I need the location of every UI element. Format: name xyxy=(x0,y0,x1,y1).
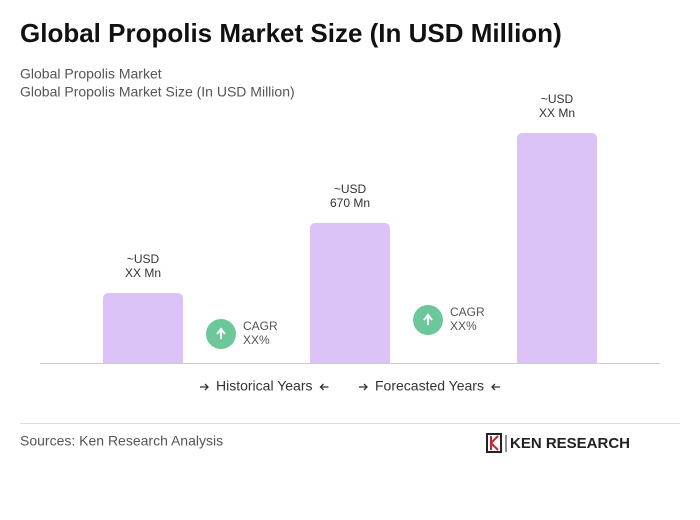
cagr-value: XX% xyxy=(450,319,477,333)
value-label: ~USD xyxy=(541,92,574,106)
subtitle: Global Propolis Market xyxy=(20,66,162,82)
cagr-value: XX% xyxy=(243,333,270,347)
cagr-arrow xyxy=(423,313,433,325)
subtitle: Global Propolis Market Size (In USD Mill… xyxy=(20,84,295,100)
logo-icon xyxy=(486,433,502,453)
value-label: ~USD xyxy=(127,252,160,266)
logo: KEN RESEARCH xyxy=(486,433,630,453)
cagr-label: CAGR xyxy=(450,305,485,319)
legend-arrow xyxy=(359,383,368,391)
cagr-arrow xyxy=(216,327,226,339)
bar xyxy=(517,133,597,363)
legend-arrow xyxy=(491,383,500,391)
cagr-label: CAGR xyxy=(243,319,278,333)
legend-label: Forecasted Years xyxy=(375,378,484,394)
legend-arrow xyxy=(200,383,209,391)
value-label: ~USD xyxy=(334,182,367,196)
bar xyxy=(310,222,390,363)
value-label: XX Mn xyxy=(539,106,575,120)
logo-k xyxy=(490,435,499,451)
source: Sources: Ken Research Analysis xyxy=(20,433,223,449)
legend-label: Historical Years xyxy=(216,378,313,394)
value-label: XX Mn xyxy=(125,266,161,280)
bar xyxy=(103,292,183,363)
logo-text: KEN RESEARCH xyxy=(510,435,630,452)
value-label: 670 Mn xyxy=(330,196,370,210)
chart-title: Global Propolis Market Size (In USD Mill… xyxy=(20,18,562,48)
legend-arrow xyxy=(319,383,329,391)
